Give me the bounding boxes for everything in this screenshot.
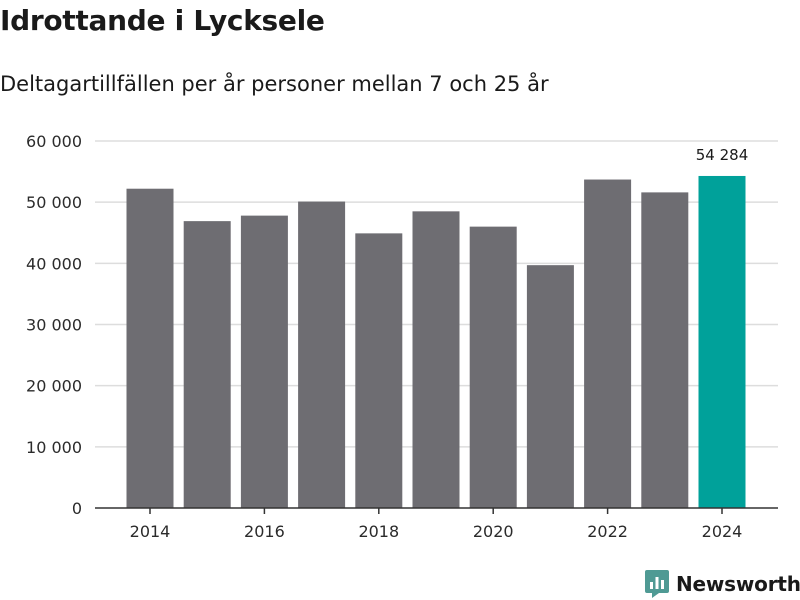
bar	[126, 188, 174, 508]
bar	[641, 192, 689, 508]
bar	[240, 215, 288, 508]
bar	[355, 233, 403, 508]
y-tick-label: 40 000	[26, 254, 82, 273]
bar	[298, 201, 346, 508]
x-tick-label: 2014	[130, 522, 171, 541]
x-tick-label: 2020	[473, 522, 514, 541]
y-tick-label: 60 000	[26, 132, 82, 151]
y-tick-label: 30 000	[26, 316, 82, 335]
bar	[412, 211, 460, 508]
x-tick-label: 2024	[702, 522, 743, 541]
x-tick-label: 2018	[358, 522, 399, 541]
y-tick-label: 10 000	[26, 438, 82, 457]
x-tick-label: 2022	[587, 522, 628, 541]
x-tick-label: 2016	[244, 522, 285, 541]
bar	[469, 226, 517, 508]
bar	[584, 179, 632, 508]
bar	[526, 265, 574, 508]
y-tick-label: 0	[72, 499, 82, 518]
chart-title: Idrottande i Lycksele	[0, 4, 325, 37]
y-tick-label: 20 000	[26, 377, 82, 396]
brand-name: Newsworthy	[676, 572, 800, 596]
newsworthy-logo-icon	[645, 570, 669, 598]
data-label: 54 284	[696, 146, 749, 164]
y-tick-label: 50 000	[26, 193, 82, 212]
chart-subtitle: Deltagartillfällen per år personer mella…	[0, 72, 549, 96]
bar-highlight	[698, 175, 746, 508]
brand-logo: Newsworthy	[644, 569, 800, 599]
bar	[183, 221, 231, 508]
